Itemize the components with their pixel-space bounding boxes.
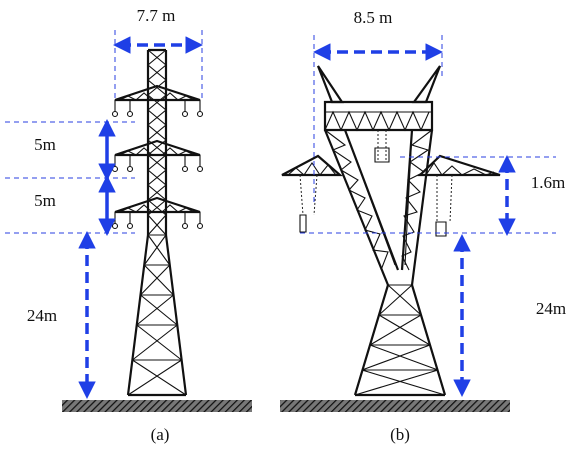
tower-b-crossbeam-lattice — [325, 112, 432, 130]
tower-b-crossbeam — [325, 102, 432, 130]
height-label-b: 24m — [536, 299, 566, 318]
tower-a-legs — [128, 235, 186, 395]
tower-b-lower-lattice — [355, 285, 445, 395]
page: {"tower_a": {"width": "7.7 m", "spacing_… — [0, 0, 578, 446]
ground-a — [62, 400, 252, 412]
tower-b-horns — [318, 66, 440, 102]
ground-b — [280, 400, 510, 412]
spacing-label-upper: 5m — [34, 135, 56, 154]
tower-b-arms — [282, 130, 500, 236]
width-label-a: 7.7 m — [137, 6, 176, 25]
tower-a-lattice-lower — [128, 235, 186, 395]
tower-a — [113, 50, 203, 395]
caption-b: (b) — [390, 425, 410, 444]
width-label-b: 8.5 m — [354, 8, 393, 27]
spacing-label-lower: 5m — [34, 191, 56, 210]
tower-b-legs-lower — [355, 285, 445, 395]
caption-a: (a) — [151, 425, 170, 444]
tower-b — [282, 66, 500, 395]
diagram: 7.7 m 5m 5m 24m (a) 8.5 m 1.6m 24m (b) — [0, 0, 578, 446]
arm-drop-label: 1.6m — [531, 173, 565, 192]
tower-b-legs-upper — [325, 130, 432, 285]
height-label-a: 24m — [27, 306, 57, 325]
